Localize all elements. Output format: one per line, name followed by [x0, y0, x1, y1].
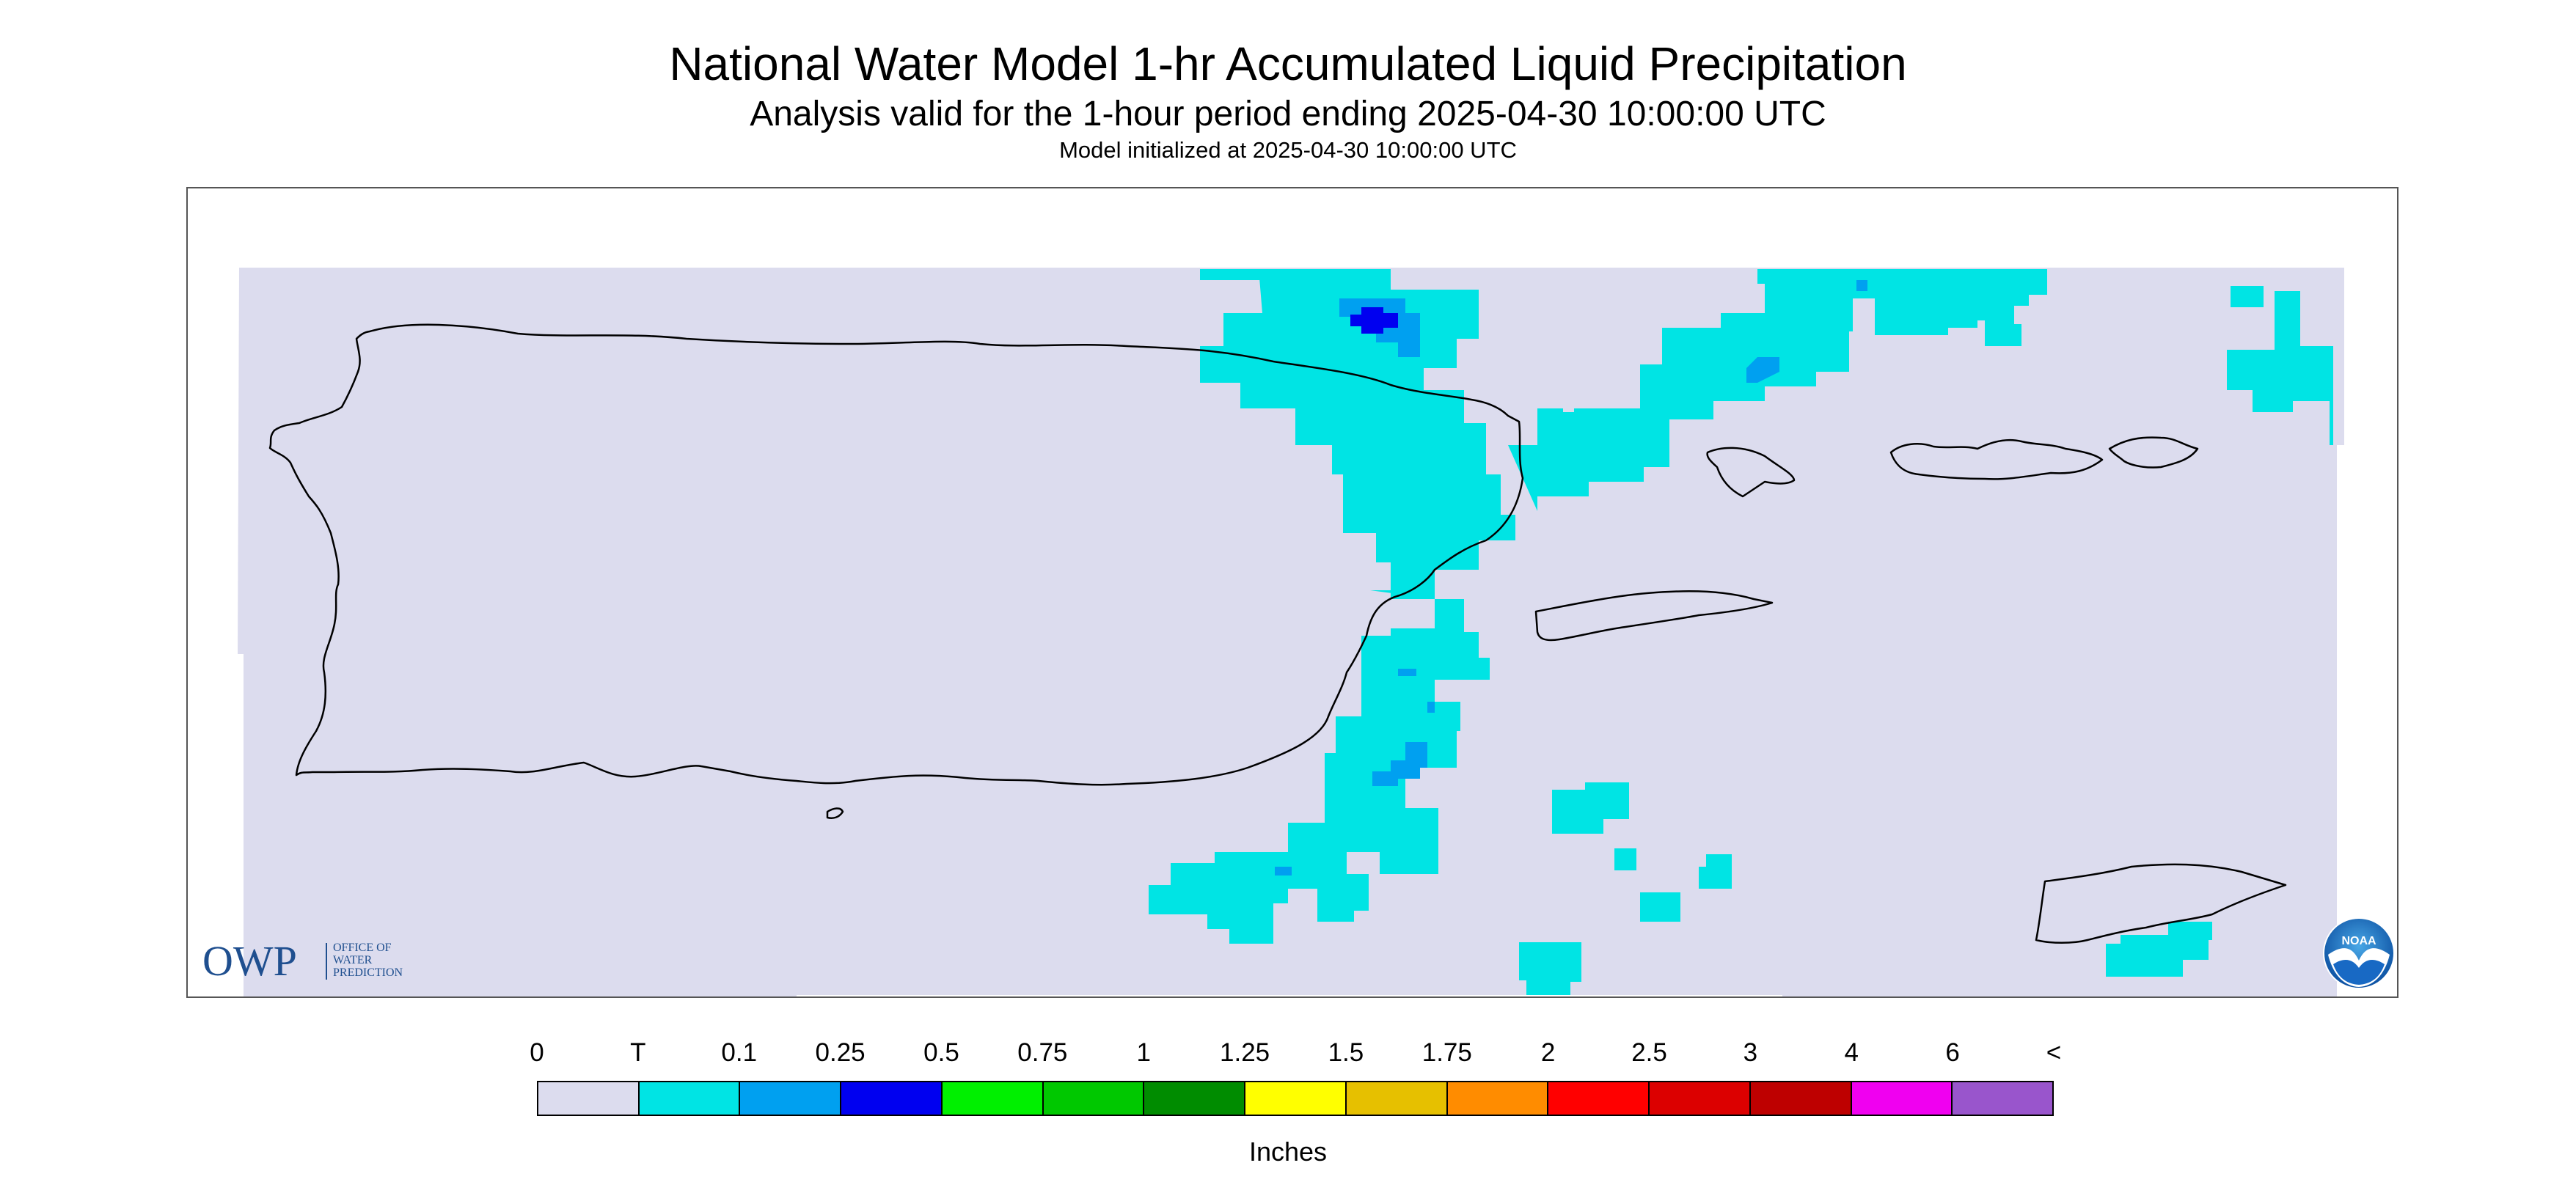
legend: 0 T 0.1 0.25 0.5 0.75 1 1.25 1.5 1.75 2 2.5 3 4 6 < Inc…	[0, 1027, 2576, 1173]
owp-logo-divider	[326, 943, 327, 980]
moderate-precip-areas	[1350, 307, 1398, 334]
sub-title: Analysis valid for the 1-hour period end…	[750, 95, 1826, 133]
owp-logo-line-2: WATER	[333, 954, 373, 966]
legend-tick-5: 0.75	[1017, 1038, 1068, 1067]
legend-swatch-8	[1346, 1082, 1448, 1115]
legend-swatch-12	[1750, 1082, 1852, 1115]
init-time: Model initialized at 2025-04-30 10:00:00…	[1059, 137, 1517, 163]
legend-swatch-13	[1851, 1082, 1953, 1115]
legend-swatch-5	[1043, 1082, 1145, 1115]
main-title: National Water Model 1-hr Accumulated Li…	[669, 37, 1907, 90]
noaa-logo-text: NOAA	[2341, 935, 2376, 947]
legend-units: Inches	[1248, 1137, 1328, 1167]
legend-swatch-2	[740, 1082, 842, 1115]
legend-tick-12: 3	[1743, 1038, 1758, 1067]
legend-tick-6: 1	[1136, 1038, 1151, 1067]
legend-tick-8: 1.5	[1328, 1038, 1364, 1067]
legend-swatch-10	[1548, 1082, 1650, 1115]
coastlines	[268, 323, 2287, 944]
puerto-rico-coastline	[268, 323, 1524, 786]
vieques-coastline	[1534, 590, 1774, 642]
legend-swatch-1	[639, 1082, 741, 1115]
legend-swatch-3	[841, 1082, 943, 1115]
legend-swatch-11	[1650, 1082, 1751, 1115]
culebra-coastline	[1706, 447, 1796, 498]
owp-logo-letters: OWP	[202, 937, 297, 985]
legend-tick-4: 0.5	[923, 1038, 959, 1067]
mona-island-coastline	[826, 807, 844, 819]
legend-tick-0: 0	[530, 1038, 544, 1067]
legend-tick-3: 0.25	[815, 1038, 866, 1067]
legend-swatch-0	[538, 1082, 640, 1115]
map-panel: OWP OFFICE OF WATER PREDICTION NOAA	[186, 187, 2398, 998]
legend-tick-10: 2	[1540, 1038, 1556, 1067]
legend-swatch-4	[942, 1082, 1044, 1115]
legend-tick-7: 1.25	[1220, 1038, 1270, 1067]
model-domain	[238, 268, 2344, 996]
legend-tick-2: 0.1	[721, 1038, 758, 1067]
noaa-logo: NOAA	[2323, 917, 2395, 989]
legend-swatch-7	[1245, 1082, 1347, 1115]
legend-swatch-6	[1144, 1082, 1246, 1115]
st-thomas-coastline	[1889, 438, 2104, 480]
legend-swatch-9	[1447, 1082, 1549, 1115]
owp-logo: OWP OFFICE OF WATER PREDICTION	[202, 939, 444, 984]
legend-swatch-14	[1953, 1082, 2053, 1115]
precipitation-map	[238, 268, 2344, 996]
st-croix-coastline	[2035, 863, 2287, 944]
owp-logo-line-3: PREDICTION	[333, 966, 403, 979]
trace-precip-areas	[1149, 269, 2333, 995]
legend-tick-11: 2.5	[1631, 1038, 1667, 1067]
legend-tick-13: 4	[1844, 1038, 1859, 1067]
st-john-coastline	[2108, 436, 2199, 469]
legend-tick-14: 6	[1945, 1038, 1960, 1067]
legend-tick-15: <	[2046, 1038, 2062, 1067]
legend-tick-9: 1.75	[1421, 1038, 1472, 1067]
legend-colorbar	[537, 1081, 2054, 1116]
owp-logo-line-1: OFFICE OF	[333, 941, 392, 954]
legend-tick-1: T	[630, 1038, 646, 1067]
